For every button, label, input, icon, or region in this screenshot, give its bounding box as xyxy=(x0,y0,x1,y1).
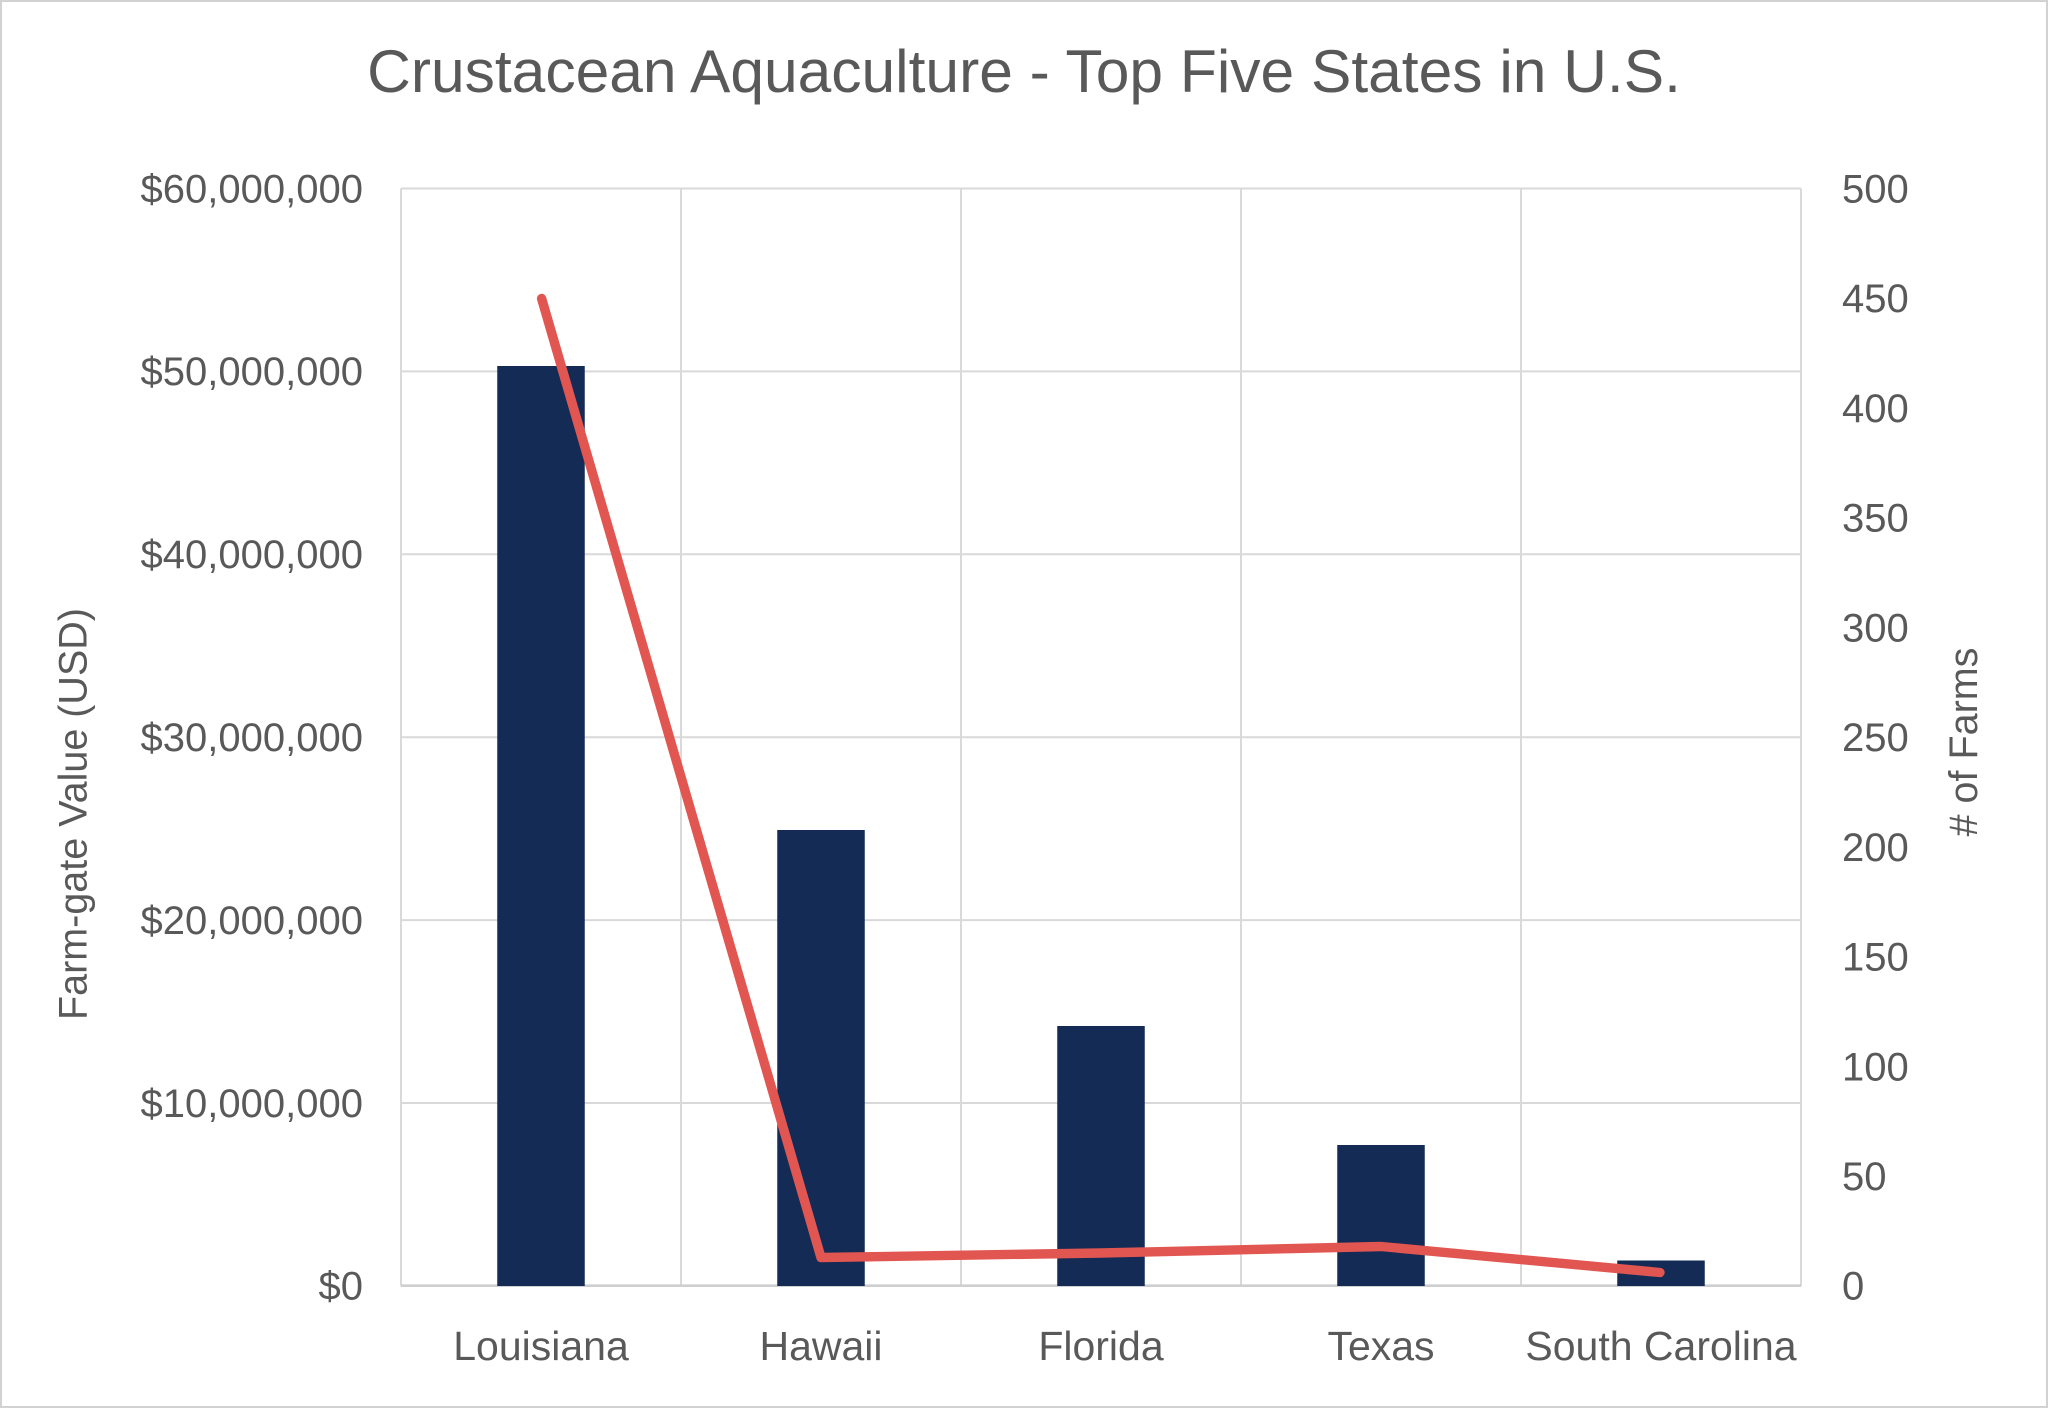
svg-text:350: 350 xyxy=(1842,497,1909,541)
svg-text:# of Farms: # of Farms xyxy=(1942,648,1986,837)
svg-text:50: 50 xyxy=(1842,1155,1887,1199)
svg-text:200: 200 xyxy=(1842,826,1909,870)
svg-text:0: 0 xyxy=(1842,1265,1864,1309)
svg-text:$30,000,000: $30,000,000 xyxy=(141,716,363,760)
svg-text:450: 450 xyxy=(1842,277,1909,321)
svg-text:Farm-gate Value (USD): Farm-gate Value (USD) xyxy=(52,608,96,1020)
svg-text:100: 100 xyxy=(1842,1045,1909,1089)
svg-text:250: 250 xyxy=(1842,716,1909,760)
svg-text:$40,000,000: $40,000,000 xyxy=(141,533,363,577)
svg-text:South Carolina: South Carolina xyxy=(1525,1323,1796,1369)
svg-text:300: 300 xyxy=(1842,606,1909,650)
svg-text:$50,000,000: $50,000,000 xyxy=(141,350,363,394)
svg-text:$20,000,000: $20,000,000 xyxy=(141,899,363,943)
svg-text:Crustacean Aquaculture - Top F: Crustacean Aquaculture - Top Five States… xyxy=(367,37,1681,105)
svg-text:Texas: Texas xyxy=(1327,1323,1434,1369)
svg-text:150: 150 xyxy=(1842,936,1909,980)
svg-text:Louisiana: Louisiana xyxy=(453,1323,629,1369)
svg-text:500: 500 xyxy=(1842,167,1909,211)
svg-text:400: 400 xyxy=(1842,387,1909,431)
svg-text:Hawaii: Hawaii xyxy=(759,1323,882,1369)
svg-text:Florida: Florida xyxy=(1038,1323,1164,1369)
svg-text:$60,000,000: $60,000,000 xyxy=(141,167,363,211)
svg-text:$10,000,000: $10,000,000 xyxy=(141,1082,363,1126)
svg-text:$0: $0 xyxy=(319,1265,364,1309)
